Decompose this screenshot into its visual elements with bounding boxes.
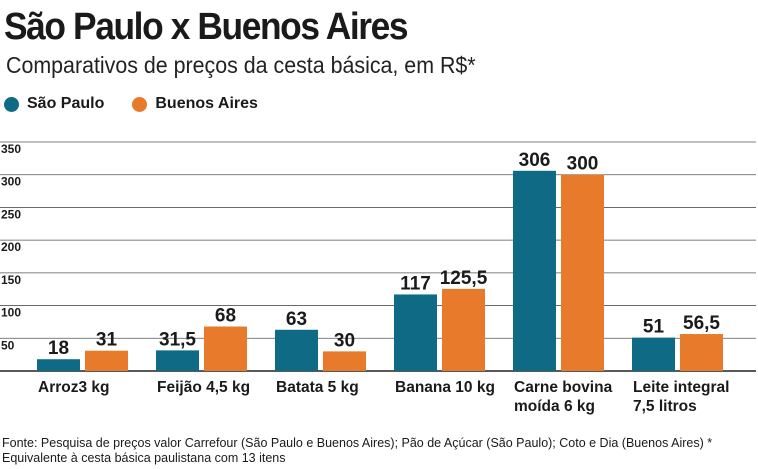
bar-sao-paulo <box>513 170 556 371</box>
bar-value-label: 68 <box>215 306 236 327</box>
legend-label-buenos-aires: Buenos Aires <box>155 95 258 112</box>
bar-value-label: 300 <box>567 154 599 175</box>
bar-sao-paulo <box>37 359 80 371</box>
bar-value-label: 51 <box>643 317 665 338</box>
bar-value-label: 125,5 <box>440 268 488 289</box>
y-tick-label: 200 <box>1 240 21 254</box>
bar-value-label: 117 <box>400 273 431 294</box>
bar-buenos-aires <box>85 350 128 371</box>
bar-value-label: 30 <box>334 330 355 351</box>
x-category-label: Banana 10 kg <box>395 379 495 396</box>
chart-footer: Fonte: Pesquisa de preços valor Carrefou… <box>2 436 754 466</box>
bar-buenos-aires <box>680 334 723 371</box>
y-tick-label: 100 <box>1 306 21 320</box>
bar-sao-paulo <box>394 294 437 371</box>
bar-buenos-aires <box>442 288 485 371</box>
bar-sao-paulo <box>632 337 675 371</box>
bar-value-label: 63 <box>286 309 307 330</box>
y-tick-label: 150 <box>1 273 21 287</box>
bar-chart: 50 100 150 200 250 300 350 18 31 Arroz3 kg 31,5 68 F… <box>0 141 756 415</box>
bar-value-label: 56,5 <box>683 313 720 334</box>
bar-value-label: 31 <box>96 330 118 351</box>
legend-swatch-buenos-aires <box>132 96 148 112</box>
bar-buenos-aires <box>204 326 247 371</box>
bar-value-label: 31,5 <box>159 329 196 350</box>
bar-sao-paulo <box>156 350 199 371</box>
y-tick-label: 50 <box>1 338 15 352</box>
x-category-label: Feijão 4,5 kg <box>157 379 250 396</box>
bar-buenos-aires <box>323 351 366 371</box>
legend-label-sao-paulo: São Paulo <box>27 95 105 112</box>
bar-buenos-aires <box>561 174 604 371</box>
x-category-label: Arroz3 kg <box>38 379 110 396</box>
x-category-label: Carne bovina <box>514 379 613 396</box>
chart-legend: São Paulo Buenos Aires <box>4 95 286 113</box>
bar-value-label: 18 <box>48 338 69 359</box>
y-tick-label: 300 <box>1 175 21 189</box>
bar-sao-paulo <box>275 329 318 371</box>
chart-subtitle: Comparativos de preços da cesta básica, … <box>6 52 476 78</box>
x-category-label: Leite integral <box>633 379 729 396</box>
bar-value-label: 306 <box>519 150 551 171</box>
legend-item-sao-paulo: São Paulo <box>4 95 104 113</box>
legend-item-buenos-aires: Buenos Aires <box>132 95 258 113</box>
legend-swatch-sao-paulo <box>4 96 19 112</box>
x-category-label: moída 6 kg <box>514 398 595 415</box>
footer-note-line: Equivalente à cesta básica paulistana co… <box>2 451 286 465</box>
y-tick-label: 350 <box>1 142 21 156</box>
footer-source-line: Fonte: Pesquisa de preços valor Carrefou… <box>2 436 713 450</box>
y-tick-label: 250 <box>1 207 21 221</box>
chart-title: São Paulo x Buenos Aires <box>4 6 409 48</box>
x-category-label: Batata 5 kg <box>276 379 359 396</box>
x-category-label: 7,5 litros <box>633 398 697 415</box>
